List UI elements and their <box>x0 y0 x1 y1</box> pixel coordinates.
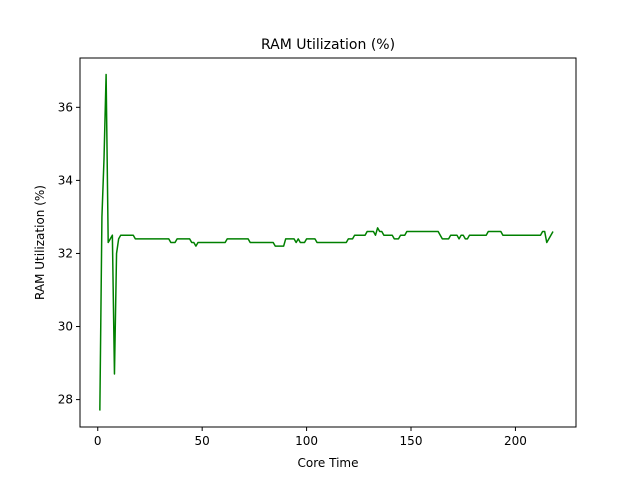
x-tick-label: 200 <box>504 434 527 448</box>
y-tick-label: 36 <box>58 100 73 114</box>
chart-title: RAM Utilization (%) <box>261 37 395 53</box>
x-axis-label: Core Time <box>298 456 359 470</box>
x-tick-label: 0 <box>94 434 102 448</box>
y-tick-label: 30 <box>58 320 73 334</box>
x-tick-label: 100 <box>295 434 318 448</box>
x-tick-label: 50 <box>195 434 210 448</box>
ram-utilization-series-line <box>99 73 554 411</box>
y-tick-label: 28 <box>58 393 73 407</box>
y-axis-label: RAM Utilization (%) <box>33 185 47 300</box>
series-layer <box>99 73 554 411</box>
y-tick-label: 34 <box>58 173 73 187</box>
axis-ticks: 0 50 100 150 200 28 30 32 34 36 <box>58 100 527 448</box>
x-tick-label: 150 <box>400 434 423 448</box>
y-tick-label: 32 <box>58 246 73 260</box>
plot-frame <box>79 57 577 428</box>
